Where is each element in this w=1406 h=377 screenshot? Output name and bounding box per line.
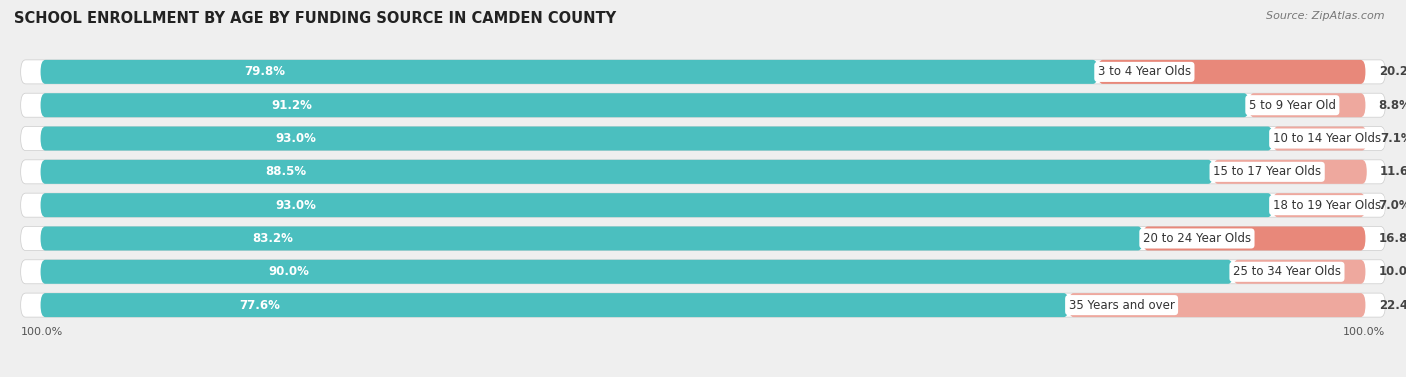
Text: 100.0%: 100.0% <box>21 327 63 337</box>
FancyBboxPatch shape <box>41 93 1249 117</box>
Text: 7.1%: 7.1% <box>1381 132 1406 145</box>
Text: 3 to 4 Year Olds: 3 to 4 Year Olds <box>1098 65 1191 78</box>
Text: Source: ZipAtlas.com: Source: ZipAtlas.com <box>1267 11 1385 21</box>
Text: SCHOOL ENROLLMENT BY AGE BY FUNDING SOURCE IN CAMDEN COUNTY: SCHOOL ENROLLMENT BY AGE BY FUNDING SOUR… <box>14 11 616 26</box>
FancyBboxPatch shape <box>41 160 1213 184</box>
Text: 35 Years and over: 35 Years and over <box>1069 299 1174 312</box>
FancyBboxPatch shape <box>1143 227 1365 250</box>
Text: 10 to 14 Year Olds: 10 to 14 Year Olds <box>1272 132 1381 145</box>
FancyBboxPatch shape <box>1098 60 1365 84</box>
Text: 88.5%: 88.5% <box>264 166 307 178</box>
FancyBboxPatch shape <box>1272 127 1367 150</box>
FancyBboxPatch shape <box>1272 193 1365 217</box>
Text: 5 to 9 Year Old: 5 to 9 Year Old <box>1249 99 1336 112</box>
Text: 77.6%: 77.6% <box>239 299 280 312</box>
FancyBboxPatch shape <box>21 193 1385 217</box>
Text: 16.8%: 16.8% <box>1379 232 1406 245</box>
Text: 20 to 24 Year Olds: 20 to 24 Year Olds <box>1143 232 1251 245</box>
FancyBboxPatch shape <box>1249 93 1365 117</box>
Text: 18 to 19 Year Olds: 18 to 19 Year Olds <box>1272 199 1381 211</box>
Text: 22.4%: 22.4% <box>1379 299 1406 312</box>
FancyBboxPatch shape <box>41 260 1233 284</box>
Legend: Public School, Private School: Public School, Private School <box>581 374 825 377</box>
Text: 79.8%: 79.8% <box>245 65 285 78</box>
Text: 25 to 34 Year Olds: 25 to 34 Year Olds <box>1233 265 1341 278</box>
Text: 91.2%: 91.2% <box>271 99 312 112</box>
FancyBboxPatch shape <box>1213 160 1367 184</box>
FancyBboxPatch shape <box>41 127 1272 150</box>
Text: 11.6%: 11.6% <box>1381 166 1406 178</box>
FancyBboxPatch shape <box>21 93 1385 117</box>
Text: 20.2%: 20.2% <box>1379 65 1406 78</box>
Text: 10.0%: 10.0% <box>1379 265 1406 278</box>
FancyBboxPatch shape <box>21 293 1385 317</box>
Text: 8.8%: 8.8% <box>1379 99 1406 112</box>
Text: 100.0%: 100.0% <box>1343 327 1385 337</box>
FancyBboxPatch shape <box>1069 293 1365 317</box>
FancyBboxPatch shape <box>21 60 1385 84</box>
Text: 15 to 17 Year Olds: 15 to 17 Year Olds <box>1213 166 1322 178</box>
FancyBboxPatch shape <box>1233 260 1365 284</box>
FancyBboxPatch shape <box>41 227 1143 250</box>
FancyBboxPatch shape <box>21 160 1385 184</box>
Text: 83.2%: 83.2% <box>252 232 292 245</box>
Text: 90.0%: 90.0% <box>269 265 309 278</box>
FancyBboxPatch shape <box>41 193 1272 217</box>
FancyBboxPatch shape <box>21 260 1385 284</box>
FancyBboxPatch shape <box>21 227 1385 250</box>
FancyBboxPatch shape <box>21 127 1385 150</box>
Text: 93.0%: 93.0% <box>276 199 316 211</box>
Text: 93.0%: 93.0% <box>276 132 316 145</box>
Text: 7.0%: 7.0% <box>1379 199 1406 211</box>
FancyBboxPatch shape <box>41 293 1069 317</box>
FancyBboxPatch shape <box>41 60 1098 84</box>
